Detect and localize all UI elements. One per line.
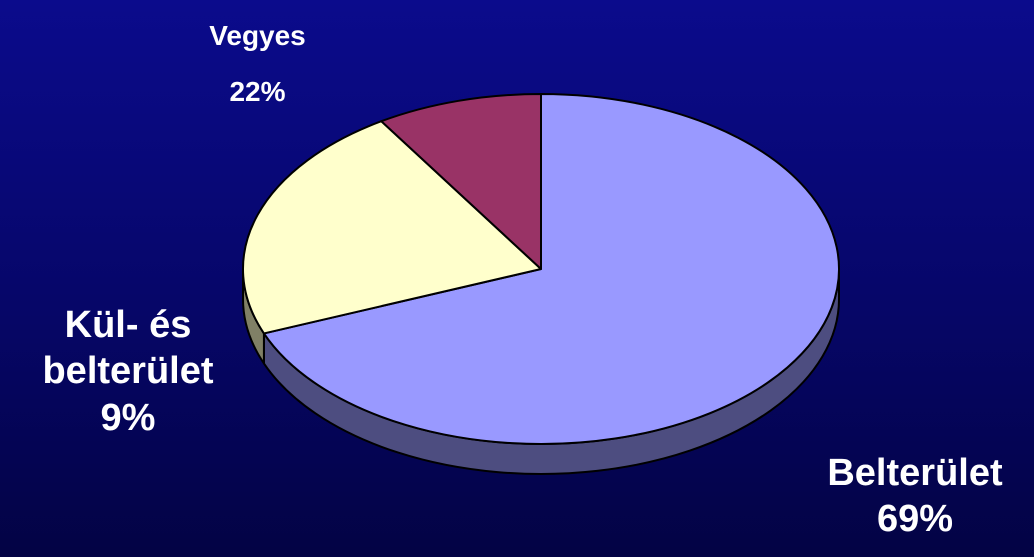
pie-slice-vegyes bbox=[242, 120, 542, 335]
pie-slice-belterulet bbox=[262, 93, 840, 445]
slice-label-bel-name: Belterület bbox=[827, 452, 1003, 494]
slice-label-kul-line1: Kül- és bbox=[64, 304, 192, 346]
slice-label-kul-es-belterulet: Kül- és belterület 9% bbox=[8, 302, 248, 441]
slice-label-vegyes: Vegyes 22% bbox=[170, 8, 345, 120]
slice-label-vegyes-name: Vegyes bbox=[209, 20, 306, 51]
slice-label-belterulet: Belterület 69% bbox=[790, 450, 1034, 543]
slice-label-vegyes-value: 22% bbox=[229, 76, 286, 107]
slice-label-kul-line2: belterület bbox=[42, 350, 214, 393]
pie-tops bbox=[242, 93, 840, 445]
pie-slice-kul-es-belterulet bbox=[380, 93, 542, 270]
slice-label-kul-value: 9% bbox=[100, 396, 156, 439]
slice-label-bel-value: 69% bbox=[876, 498, 954, 541]
